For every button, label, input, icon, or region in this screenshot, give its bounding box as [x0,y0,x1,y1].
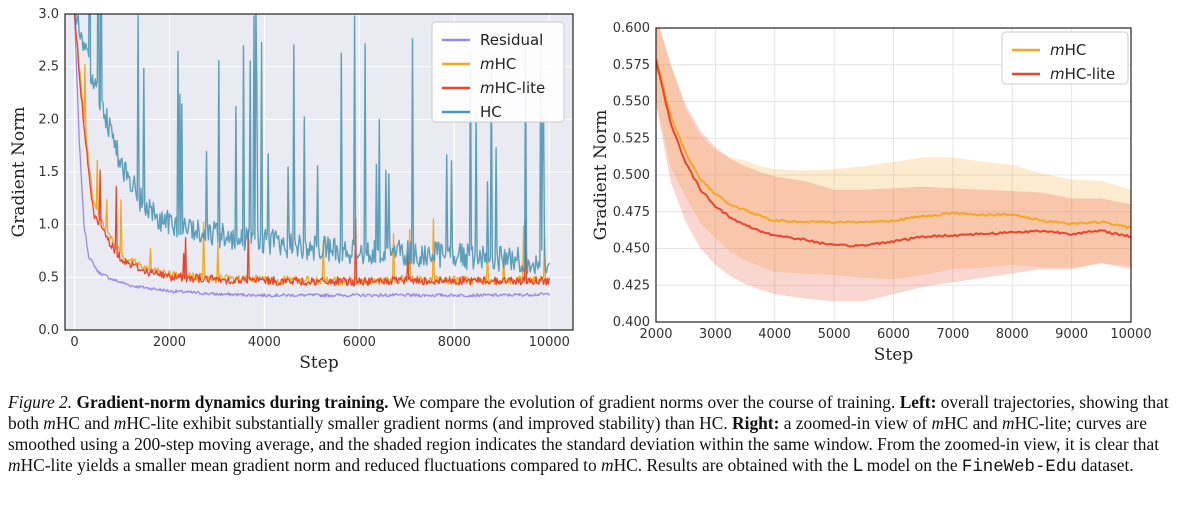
y-tick-label: 0.475 [613,205,650,220]
x-tick-label: 4000 [758,327,791,342]
caption-model-name: L [852,456,863,476]
caption-text: HC. Results are obtained with the [613,455,853,475]
caption-label: Figure 2. [8,392,73,412]
y-tick-label: 0.500 [613,168,650,183]
caption-text: model on the [862,455,962,475]
x-tick-label: 2000 [153,335,186,350]
y-tick-label: 0.600 [613,21,650,36]
y-tick-label: 0.550 [613,95,650,110]
std-band-mhc-lite [656,28,1131,302]
y-tick-label: 0.425 [613,278,650,293]
legend-box [1001,31,1129,85]
x-tick-label: 6000 [343,335,376,350]
y-tick-label: 1.0 [38,218,59,233]
caption-text: overall trajectories, showing that both [8,392,1169,433]
y-tick-label: 0.400 [613,315,650,330]
caption-italic-m: m [43,413,56,433]
caption-text: HC and [55,413,114,433]
x-tick-label: 7000 [936,327,969,342]
caption-italic-m: m [601,455,614,475]
y-tick-label: 0.5 [38,270,59,285]
x-tick-label: 0 [70,335,78,350]
series-line-mhc [656,58,1131,230]
y-tick-label: 0.525 [613,131,650,146]
legend-label-mhc-lite: mHC-lite [1050,65,1115,83]
series-line-mhc-lite [656,59,1131,248]
legend-label-mhc-lite: mHC-lite [480,79,545,97]
x-tick-label: 8000 [438,335,471,350]
x-axis-label: Step [874,345,914,365]
y-tick-label: 0.0 [38,323,59,338]
right-zoomed-gradient-norm-chart: 2000 3000 4000 5000 6000 7000 8000 9000 10000 0.4… [591,21,1152,365]
y-axis-label: Gradient Norm [9,107,29,238]
caption-italic-m: m [8,455,21,475]
caption-left-label: Left: [899,392,937,412]
legend-box [431,21,565,123]
caption-text: HC-lite yields a smaller mean gradient n… [20,455,602,475]
x-tick-label: 2000 [639,327,672,342]
y-tick-label: 2.5 [38,60,59,75]
std-band-mhc [656,28,1131,280]
x-tick-label: 9000 [1055,327,1088,342]
caption-italic-m: m [113,413,127,433]
x-tick-label: 4000 [248,335,281,350]
caption-right-label: Right: [732,413,780,433]
caption-text: a zoomed-in view of [779,413,932,433]
y-tick-label: 0.450 [613,242,650,257]
caption-title: Gradient-norm dynamics during training. [76,392,389,412]
y-tick-label: 0.575 [613,58,650,73]
series-line-residual [73,14,550,298]
legend-label-mhc: mHC [480,55,516,73]
caption-text: HC-lite; curves are smoothed using a 200… [8,413,1160,454]
x-tick-label: 10000 [1110,327,1151,342]
legend-label-mhc: mHC [1050,41,1086,59]
plot-frame [655,27,1132,323]
left-gradient-norm-chart: 0 2000 4000 6000 8000 10000 0.0 0.5 1.0 1.5 2.0 2.5… [9,7,574,373]
legend-label-hc: HC [480,103,502,121]
series-group [656,28,1131,302]
caption-text: HC-lite exhibit substantially smaller gr… [126,413,728,433]
plot-frame [64,13,574,331]
caption-text: HC and [944,413,1003,433]
y-axis-label: Gradient Norm [591,110,611,241]
x-axis-label: Step [299,353,339,373]
caption-dataset-name: FineWeb-Edu [961,458,1077,477]
x-tick-label: 3000 [699,327,732,342]
legend-label-residual: Residual [480,31,543,49]
caption-text: We compare the evolution of gradient nor… [388,392,900,412]
x-tick-label: 5000 [818,327,851,342]
figure-caption: Figure 2. Gradient-norm dynamics during … [8,392,1193,478]
x-tick-label: 6000 [877,327,910,342]
series-line-mhc-lite [74,14,550,287]
y-tick-label: 3.0 [38,7,59,22]
caption-italic-m: m [1002,413,1015,433]
x-tick-label: 8000 [996,327,1029,342]
caption-text: dataset. [1076,455,1134,475]
caption-italic-m: m [931,413,945,433]
y-tick-label: 1.5 [38,165,59,180]
y-tick-label: 2.0 [38,112,59,127]
x-tick-label: 10000 [529,335,570,350]
